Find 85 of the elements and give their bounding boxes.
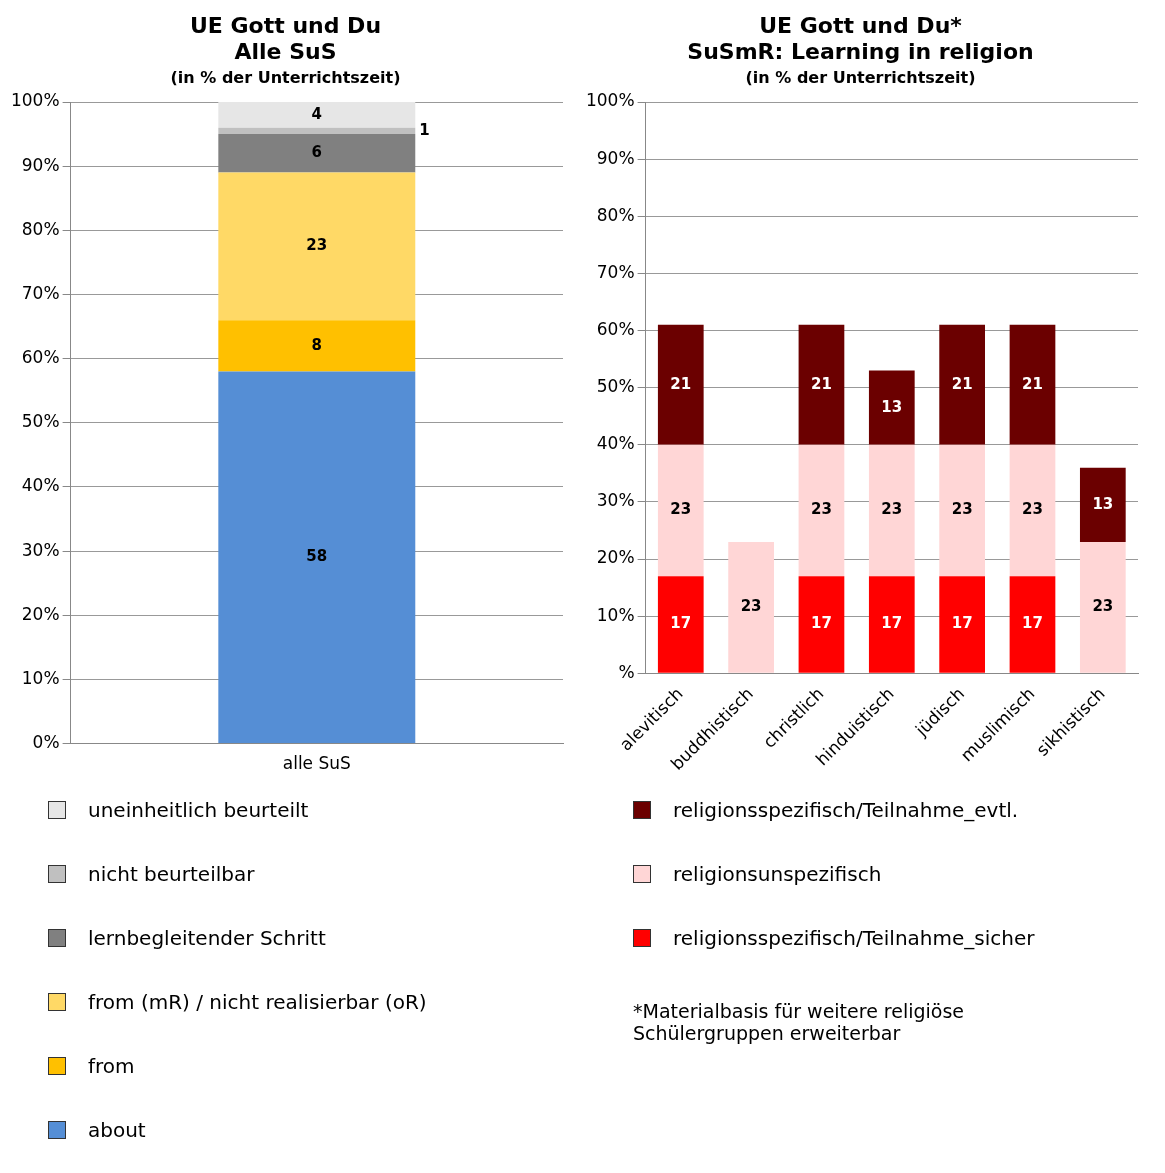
bar bbox=[939, 444, 986, 577]
legend-label: religionsspezifisch/Teilnahme_sicher bbox=[673, 926, 1035, 950]
y-tick-label: % bbox=[618, 661, 635, 682]
y-tick-label: 80% bbox=[21, 218, 60, 239]
y-tick-label: 10% bbox=[596, 604, 635, 625]
bar bbox=[868, 444, 915, 577]
bar bbox=[868, 576, 915, 673]
data-label: 21 bbox=[951, 374, 973, 393]
text: *Materialbasis für weitere religiöse Schülergruppen erweiterbar bbox=[632, 1000, 966, 1044]
bar bbox=[657, 324, 704, 445]
bar bbox=[657, 444, 704, 577]
data-label: 13 bbox=[1092, 494, 1114, 513]
bar bbox=[1009, 324, 1056, 445]
y-tick-label: 10% bbox=[21, 667, 60, 688]
data-label: 23 bbox=[306, 236, 328, 255]
data-label: 23 bbox=[951, 500, 973, 519]
y-tick-label: 70% bbox=[21, 282, 60, 303]
bar bbox=[868, 370, 915, 445]
data-label: 13 bbox=[881, 397, 903, 416]
y-tick-label: 80% bbox=[596, 204, 635, 225]
data-label: 17 bbox=[881, 614, 903, 633]
data-label: 21 bbox=[811, 374, 832, 393]
data-label: 21 bbox=[670, 374, 692, 393]
legend-label: from bbox=[88, 1054, 135, 1078]
bar bbox=[798, 324, 845, 445]
bar bbox=[1009, 444, 1056, 577]
data-label: 1 bbox=[419, 120, 430, 139]
y-tick-label: 70% bbox=[596, 261, 635, 282]
y-tick-label: 60% bbox=[21, 347, 60, 368]
bar bbox=[218, 172, 416, 321]
legend-label: about bbox=[88, 1118, 146, 1142]
y-tick-label: 50% bbox=[21, 411, 60, 432]
data-label: 8 bbox=[311, 335, 323, 354]
bar bbox=[218, 127, 416, 135]
bar bbox=[798, 576, 845, 673]
data-label: 17 bbox=[951, 614, 973, 633]
legend-label: nicht beurteilbar bbox=[88, 862, 255, 886]
data-label: 58 bbox=[306, 547, 328, 566]
data-label: 23 bbox=[1092, 597, 1114, 616]
legend-label: uneinheitlich beurteilt bbox=[88, 798, 309, 822]
chart-title: UE Gott und Du Alle SuS bbox=[189, 12, 382, 65]
data-label: 21 bbox=[1022, 374, 1043, 393]
bar bbox=[218, 134, 416, 173]
y-tick-label: 100% bbox=[585, 90, 635, 111]
y-tick-label: 50% bbox=[596, 376, 635, 397]
y-tick-label: 20% bbox=[21, 603, 60, 624]
chart-subtitle: (in % der Unterrichtszeit) bbox=[170, 67, 401, 87]
y-tick-label: 90% bbox=[596, 147, 635, 168]
data-label: 17 bbox=[670, 614, 692, 633]
y-tick-label: 20% bbox=[596, 547, 635, 568]
legend-label: religionsspezifisch/Teilnahme_evtl. bbox=[673, 798, 1019, 822]
data-label: 23 bbox=[670, 500, 692, 519]
chart-title: UE Gott und Du* SuSmR: Learning in religion bbox=[687, 12, 1034, 65]
data-label: 17 bbox=[1022, 614, 1043, 633]
x-tick-label: alle SuS bbox=[282, 753, 351, 774]
data-label: 23 bbox=[881, 500, 903, 519]
data-label: 23 bbox=[811, 500, 832, 519]
y-tick-label: 30% bbox=[21, 539, 60, 560]
data-label: 17 bbox=[811, 614, 832, 633]
legend-label: lernbegleitender Schritt bbox=[88, 926, 326, 950]
y-tick-label: 40% bbox=[596, 433, 635, 454]
data-label: 6 bbox=[311, 143, 323, 162]
bar bbox=[1009, 576, 1056, 673]
bar bbox=[218, 320, 416, 372]
bar bbox=[218, 102, 416, 128]
legend-label: religionsunspezifisch bbox=[673, 862, 882, 886]
bar bbox=[728, 541, 774, 673]
y-tick-label: 100% bbox=[10, 90, 60, 111]
bar bbox=[1079, 467, 1126, 542]
legend-label: from (mR) / nicht realisierbar (oR) bbox=[88, 990, 427, 1014]
y-tick-label: 60% bbox=[596, 318, 635, 339]
data-label: 23 bbox=[740, 597, 762, 616]
chart-subtitle: (in % der Unterrichtszeit) bbox=[745, 67, 976, 87]
y-tick-label: 0% bbox=[32, 732, 60, 753]
bar bbox=[939, 576, 986, 673]
data-label: 23 bbox=[1022, 500, 1043, 519]
y-tick-label: 90% bbox=[21, 154, 60, 175]
bar bbox=[1079, 541, 1126, 673]
bar bbox=[218, 371, 416, 744]
y-tick-label: 30% bbox=[596, 490, 635, 511]
bar bbox=[939, 324, 986, 445]
bar bbox=[657, 576, 704, 673]
bar bbox=[798, 444, 845, 577]
data-label: 4 bbox=[311, 104, 323, 123]
y-tick-label: 40% bbox=[21, 475, 60, 496]
